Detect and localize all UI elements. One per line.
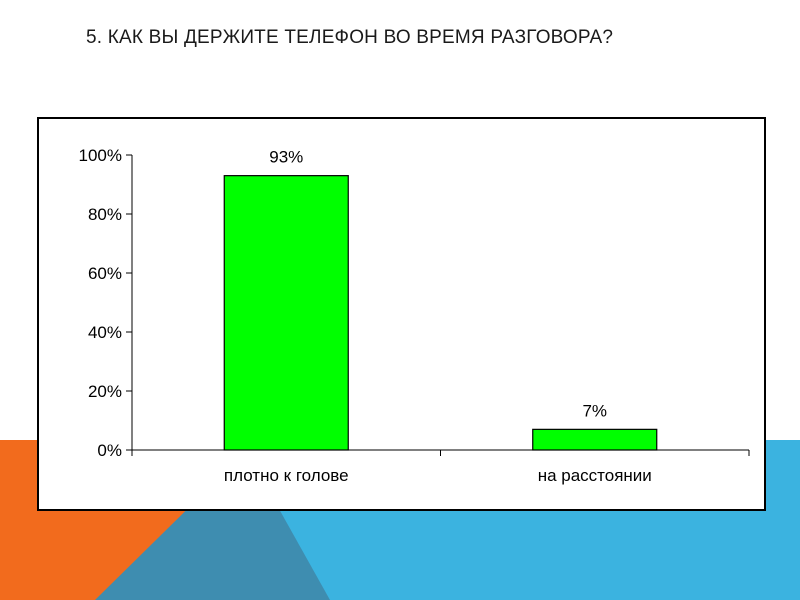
chart-frame: 0% 20% 40% 60% 80% 100% 93% плотно к голове 7% на… [37, 117, 766, 511]
y-tick-label: 60% [88, 264, 122, 283]
bar-chart: 0% 20% 40% 60% 80% 100% 93% плотно к голове 7% на… [79, 146, 750, 485]
y-tick-label: 40% [88, 323, 122, 342]
bar-value-label: 93% [269, 148, 303, 167]
x-category-label: плотно к голове [224, 466, 349, 485]
bar [532, 428, 658, 451]
bar [223, 175, 349, 451]
bar-value-label: 7% [582, 401, 607, 420]
y-tick-label: 100% [79, 146, 122, 165]
x-category-label: на расстоянии [538, 466, 652, 485]
y-tick-label: 20% [88, 382, 122, 401]
slide-title: 5. КАК ВЫ ДЕРЖИТЕ ТЕЛЕФОН ВО ВРЕМЯ РАЗГО… [86, 27, 614, 48]
y-tick-label: 80% [88, 205, 122, 224]
y-tick-label: 0% [97, 441, 122, 460]
